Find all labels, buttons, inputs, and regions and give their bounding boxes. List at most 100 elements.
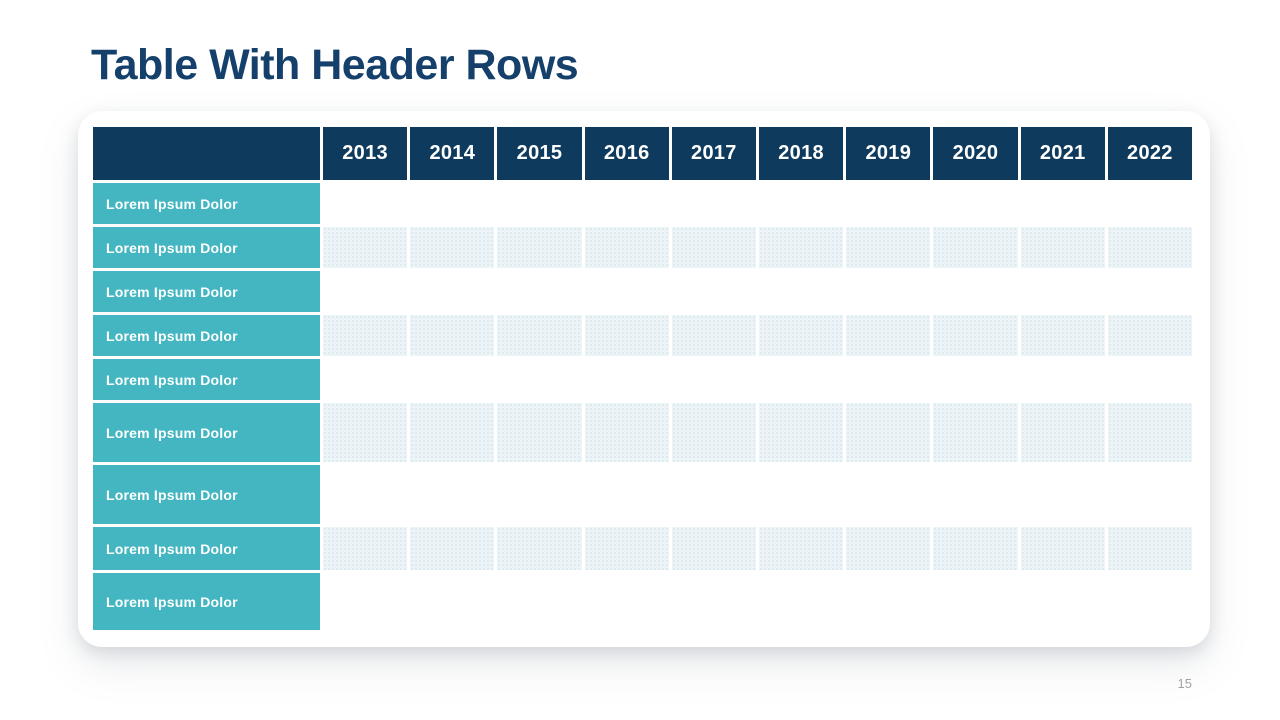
table-cell bbox=[671, 315, 756, 356]
table-cell bbox=[1021, 183, 1105, 224]
table-cell bbox=[672, 271, 756, 312]
table-cell bbox=[497, 573, 581, 630]
table-cell bbox=[585, 573, 669, 630]
table-cell bbox=[672, 183, 756, 224]
table-cell bbox=[933, 271, 1017, 312]
table-cell bbox=[323, 403, 408, 462]
table-cell bbox=[410, 465, 494, 524]
table-card: 2013 2014 2015 2016 2017 2018 2019 2020 … bbox=[78, 111, 1210, 647]
header-year-cell: 2021 bbox=[1020, 127, 1105, 180]
table-cell bbox=[410, 403, 495, 462]
table-row: Lorem Ipsum Dolor bbox=[93, 465, 1192, 524]
row-label-cell: Lorem Ipsum Dolor bbox=[93, 271, 320, 312]
row-label-cell: Lorem Ipsum Dolor bbox=[93, 183, 320, 224]
table-cell bbox=[1020, 403, 1105, 462]
table-row: Lorem Ipsum Dolor bbox=[93, 315, 1192, 356]
table-row: Lorem Ipsum Dolor bbox=[93, 183, 1192, 224]
table-cell bbox=[410, 183, 494, 224]
table-cell bbox=[1020, 227, 1105, 268]
table-cell bbox=[584, 403, 669, 462]
table-cell bbox=[323, 359, 407, 400]
header-year-cell: 2017 bbox=[671, 127, 756, 180]
table-cell bbox=[410, 359, 494, 400]
data-table: 2013 2014 2015 2016 2017 2018 2019 2020 … bbox=[93, 127, 1192, 630]
table-cell bbox=[410, 527, 495, 570]
table-cell bbox=[759, 183, 843, 224]
table-row: Lorem Ipsum Dolor bbox=[93, 403, 1192, 462]
table-cell bbox=[846, 271, 930, 312]
table-cell bbox=[584, 315, 669, 356]
table-cell bbox=[759, 465, 843, 524]
table-cell bbox=[846, 227, 931, 268]
table-cell bbox=[497, 271, 581, 312]
table-cell bbox=[585, 465, 669, 524]
table-cell bbox=[933, 359, 1017, 400]
table-cell bbox=[497, 359, 581, 400]
table-cell bbox=[410, 227, 495, 268]
table-cell bbox=[323, 527, 408, 570]
header-year-cell: 2020 bbox=[933, 127, 1018, 180]
table-cell bbox=[933, 183, 1017, 224]
table-cell bbox=[671, 527, 756, 570]
table-cell bbox=[672, 573, 756, 630]
table-cell bbox=[846, 403, 931, 462]
table-cell bbox=[758, 315, 844, 356]
table-cell bbox=[585, 183, 669, 224]
table-cell bbox=[1021, 359, 1105, 400]
table-cell bbox=[585, 271, 669, 312]
table-cell bbox=[1107, 403, 1192, 462]
table-cell bbox=[846, 465, 930, 524]
table-cell bbox=[1108, 183, 1192, 224]
table-cell bbox=[1108, 359, 1192, 400]
header-year-cell: 2022 bbox=[1107, 127, 1192, 180]
table-cell bbox=[759, 573, 843, 630]
table-row: Lorem Ipsum Dolor bbox=[93, 227, 1192, 268]
table-cell bbox=[846, 359, 930, 400]
table-cell bbox=[758, 527, 844, 570]
table-cell bbox=[497, 315, 582, 356]
table-cell bbox=[497, 527, 582, 570]
table-cell bbox=[846, 527, 931, 570]
slide-title: Table With Header Rows bbox=[91, 41, 579, 89]
table-cell bbox=[323, 573, 407, 630]
table-cell bbox=[323, 315, 408, 356]
table-cell bbox=[323, 227, 408, 268]
table-cell bbox=[933, 227, 1018, 268]
table-cell bbox=[1021, 271, 1105, 312]
header-year-cell: 2013 bbox=[323, 127, 408, 180]
row-label-cell: Lorem Ipsum Dolor bbox=[93, 573, 320, 630]
table-cell bbox=[497, 227, 582, 268]
table-cell bbox=[933, 315, 1018, 356]
table-cell bbox=[410, 271, 494, 312]
table-cell bbox=[1021, 465, 1105, 524]
table-cell bbox=[758, 403, 844, 462]
page-number: 15 bbox=[1177, 676, 1192, 691]
table-cell bbox=[759, 271, 843, 312]
table-cell bbox=[846, 573, 930, 630]
table-cell bbox=[1020, 527, 1105, 570]
row-label-cell: Lorem Ipsum Dolor bbox=[93, 359, 320, 400]
table-cell bbox=[671, 227, 756, 268]
table-cell bbox=[846, 315, 931, 356]
header-year-cell: 2019 bbox=[846, 127, 931, 180]
table-cell bbox=[323, 271, 407, 312]
table-cell bbox=[497, 183, 581, 224]
table-cell bbox=[933, 403, 1018, 462]
table-cell bbox=[671, 403, 756, 462]
table-cell bbox=[846, 183, 930, 224]
header-year-cell: 2016 bbox=[584, 127, 669, 180]
table-cell bbox=[1108, 271, 1192, 312]
table-cell bbox=[1107, 227, 1192, 268]
row-label-cell: Lorem Ipsum Dolor bbox=[93, 403, 320, 462]
table-cell bbox=[933, 527, 1018, 570]
table-cell bbox=[758, 227, 844, 268]
table-cell bbox=[672, 465, 756, 524]
table-header-row: 2013 2014 2015 2016 2017 2018 2019 2020 … bbox=[93, 127, 1192, 180]
table-cell bbox=[497, 465, 581, 524]
table-cell bbox=[323, 465, 407, 524]
table-cell bbox=[1107, 527, 1192, 570]
table-cell bbox=[933, 573, 1017, 630]
row-label-cell: Lorem Ipsum Dolor bbox=[93, 465, 320, 524]
table-row: Lorem Ipsum Dolor bbox=[93, 573, 1192, 630]
table-row: Lorem Ipsum Dolor bbox=[93, 271, 1192, 312]
